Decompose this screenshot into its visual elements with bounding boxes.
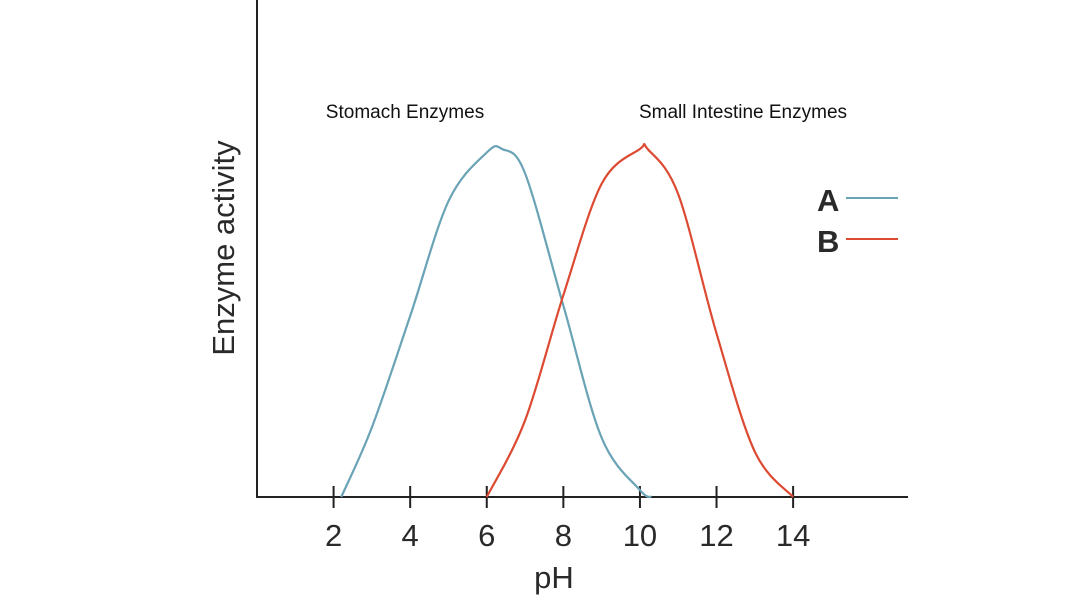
x-ticks: 2 4 6 8 10 12 14: [325, 486, 810, 553]
x-tick-label-8: 8: [555, 518, 572, 553]
small-intestine-enzymes-annotation: Small Intestine Enzymes: [639, 102, 847, 123]
legend-label-b: B: [817, 224, 839, 259]
stomach-enzymes-annotation: Stomach Enzymes: [326, 102, 484, 123]
x-tick-label-6: 6: [478, 518, 495, 553]
legend: A B: [817, 183, 898, 259]
series-b-line: [485, 142, 794, 498]
x-tick-label-2: 2: [325, 518, 342, 553]
x-axis-title: pH: [534, 560, 574, 595]
series-a-line: [340, 145, 652, 499]
x-tick-label-10: 10: [623, 518, 657, 553]
legend-label-a: A: [817, 183, 839, 218]
x-tick-label-12: 12: [699, 518, 733, 553]
y-axis-title: Enzyme activity: [206, 140, 241, 356]
x-tick-label-14: 14: [776, 518, 810, 553]
x-tick-label-4: 4: [402, 518, 419, 553]
